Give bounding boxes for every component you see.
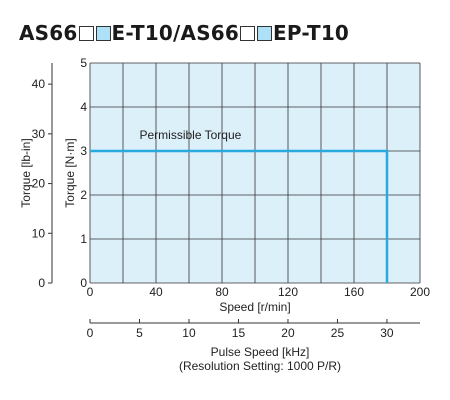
title-box-blank-2 — [240, 25, 256, 41]
x2-tick-label: 10 — [182, 326, 196, 340]
y-tick-label-nm: 4 — [80, 100, 87, 114]
y-tick-label-lbin: 20 — [32, 177, 46, 191]
y-axis-label-lbin: Torque [lb-in] — [19, 138, 33, 207]
title-box-blue-1 — [95, 25, 111, 41]
x2-axis-label: Pulse Speed [kHz] — [211, 345, 310, 359]
x2-tick-label: 5 — [136, 326, 143, 340]
title-part-3: EP-T10 — [273, 21, 350, 45]
x-axis-label: Speed [r/min] — [219, 300, 290, 314]
series-line-permissible-torque — [90, 149, 389, 283]
x-tick-label: 200 — [410, 285, 430, 299]
y-axis-label-nm: Torque [N·m] — [63, 138, 77, 207]
title-part-1: AS66 — [19, 21, 78, 45]
x2-tick-label: 30 — [380, 326, 394, 340]
title-box-blue-2 — [257, 25, 273, 41]
x-tick-label: 160 — [344, 285, 364, 299]
y-tick-label-nm: 2 — [80, 188, 87, 202]
y-tick-label-nm: 0 — [80, 276, 87, 290]
x2-tick-label: 20 — [281, 326, 295, 340]
y-tick-label-lbin: 30 — [32, 127, 46, 141]
y-tick-label-lbin: 40 — [32, 77, 46, 91]
x2-tick-label: 15 — [232, 326, 246, 340]
chart-title: AS66 E-T10/AS66 EP-T10 — [19, 18, 349, 48]
axes-group — [48, 63, 420, 324]
title-part-2: E-T10/AS66 — [111, 21, 240, 45]
x2-tick-label: 25 — [331, 326, 345, 340]
y-tick-label-lbin: 0 — [38, 276, 45, 290]
y-tick-label-nm: 1 — [80, 232, 87, 246]
x2-axis-sublabel: (Resolution Setting: 1000 P/R) — [179, 359, 341, 373]
series-label-permissible-torque: Permissible Torque — [140, 128, 242, 142]
x-tick-label: 120 — [278, 285, 298, 299]
title-box-blank-1 — [78, 25, 94, 41]
y-tick-label-lbin: 10 — [32, 226, 46, 240]
x-tick-label: 80 — [215, 285, 229, 299]
x-tick-label: 40 — [149, 285, 163, 299]
x2-tick-label: 0 — [87, 326, 94, 340]
y-tick-label-nm: 3 — [80, 144, 87, 158]
x-tick-label: 0 — [87, 285, 94, 299]
y-tick-label-nm: 5 — [80, 56, 87, 70]
series-group: Permissible Torque — [90, 128, 389, 283]
